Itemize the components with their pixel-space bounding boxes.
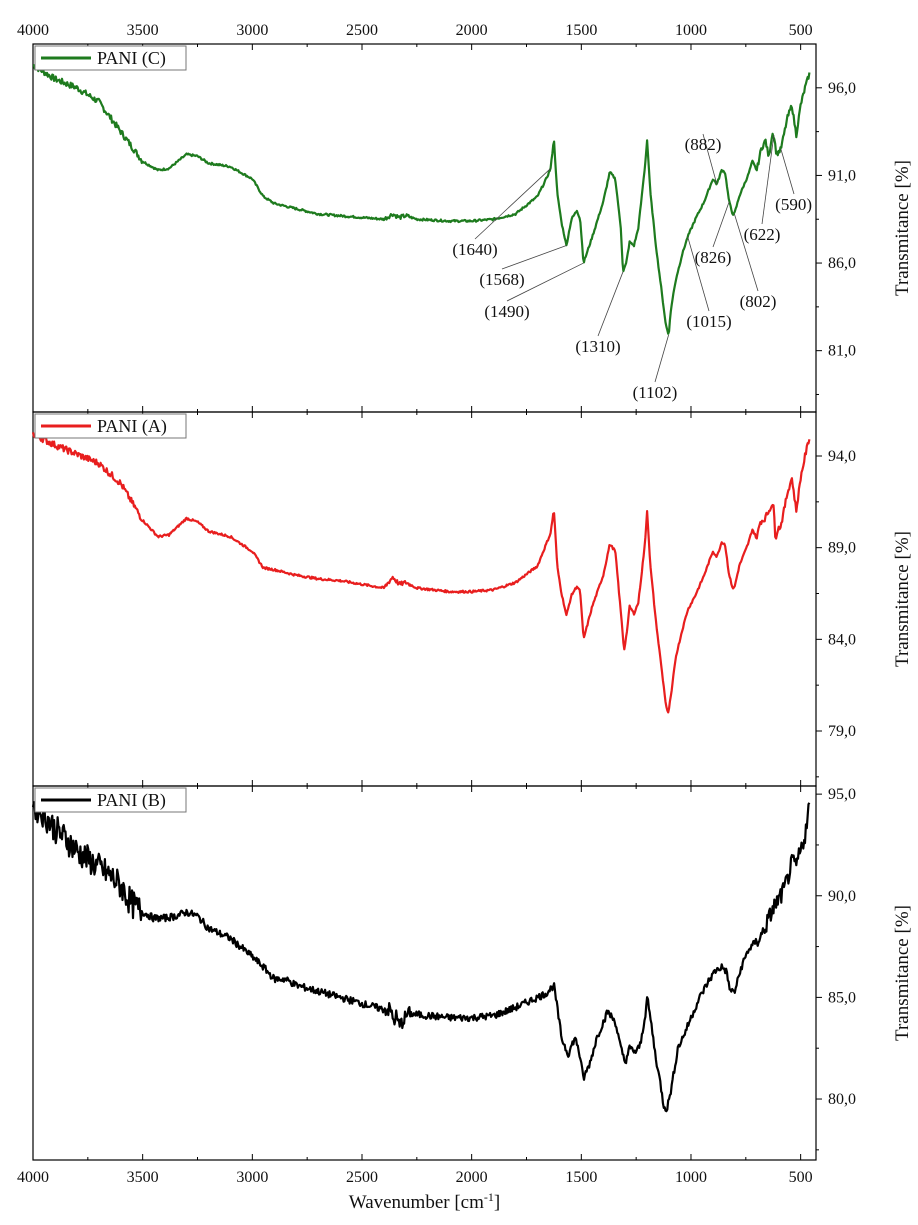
annotation-leader <box>780 149 795 195</box>
annotation-leader <box>687 236 710 312</box>
x-tick-label: 1500 <box>565 22 597 39</box>
peak-annotation: (1102) <box>633 383 678 402</box>
y-axis-label-bottom: Transmitance [%] <box>892 905 913 1041</box>
y-tick-label: 84,0 <box>828 631 856 648</box>
x-tick-label: 2000 <box>456 1169 488 1186</box>
y-tick-label: 79,0 <box>828 723 856 740</box>
plot-frame-bottom <box>32 785 817 1161</box>
x-tick-label: 500 <box>789 1169 813 1186</box>
annotation-leader <box>702 133 718 185</box>
x-tick-label: 3500 <box>127 22 159 39</box>
peak-annotation: (882) <box>685 135 722 154</box>
peak-annotation: (1490) <box>484 302 529 321</box>
annotation-leader <box>506 262 584 302</box>
y-tick-label: 85,0 <box>828 989 856 1006</box>
peak-annotation: (1568) <box>479 270 524 289</box>
peak-annotation: (1015) <box>686 312 731 331</box>
y-tick-label: 95,0 <box>828 786 856 803</box>
annotation-leader <box>734 213 759 292</box>
y-axis-label-top: Transmitance [%] <box>892 160 913 296</box>
series-line-middle <box>31 432 811 714</box>
plot-frame-top <box>32 43 817 413</box>
peak-annotation: (826) <box>695 248 732 267</box>
annotation-leader <box>474 168 551 240</box>
x-tick-label: 4000 <box>17 22 49 39</box>
peak-annotation: (590) <box>775 195 812 214</box>
x-tick-label: 1500 <box>565 1169 597 1186</box>
y-tick-label: 81,0 <box>828 343 856 360</box>
y-tick-label: 86,0 <box>828 255 856 272</box>
peak-annotation: (802) <box>740 292 777 311</box>
series-line-bottom <box>31 792 811 1113</box>
plot-frame-middle <box>32 411 817 787</box>
annotation-leader <box>501 245 567 270</box>
y-tick-label: 90,0 <box>828 888 856 905</box>
y-tick-label: 96,0 <box>828 80 856 97</box>
peak-annotation: (1310) <box>575 337 620 356</box>
y-tick-label: 94,0 <box>828 448 856 465</box>
peak-annotation: (622) <box>744 225 781 244</box>
annotation-leader <box>654 334 669 383</box>
x-tick-label: 4000 <box>17 1169 49 1186</box>
x-tick-label: 500 <box>789 22 813 39</box>
y-axis-label-middle: Transmitance [%] <box>892 531 913 667</box>
series-line-top <box>32 64 811 335</box>
x-axis-label: Wavenumber [cm-1] <box>349 1190 500 1213</box>
y-tick-label: 80,0 <box>828 1091 856 1108</box>
x-tick-label: 2500 <box>346 22 378 39</box>
annotation-leader <box>597 271 624 337</box>
legend-label-middle: PANI (A) <box>97 416 167 437</box>
y-tick-label: 89,0 <box>828 540 856 557</box>
x-tick-label: 1000 <box>675 1169 707 1186</box>
legend-label-bottom: PANI (B) <box>97 790 166 811</box>
x-tick-label: 2500 <box>346 1169 378 1186</box>
y-tick-label: 91,0 <box>828 167 856 184</box>
annotation-leader <box>761 135 775 225</box>
x-tick-label: 3000 <box>236 1169 268 1186</box>
annotation-leader <box>712 201 730 248</box>
x-tick-label: 3500 <box>127 1169 159 1186</box>
peak-annotation: (1640) <box>452 240 497 259</box>
legend-label-top: PANI (C) <box>97 48 166 69</box>
x-tick-label: 3000 <box>236 22 268 39</box>
x-tick-label: 2000 <box>456 22 488 39</box>
x-tick-label: 1000 <box>675 22 707 39</box>
